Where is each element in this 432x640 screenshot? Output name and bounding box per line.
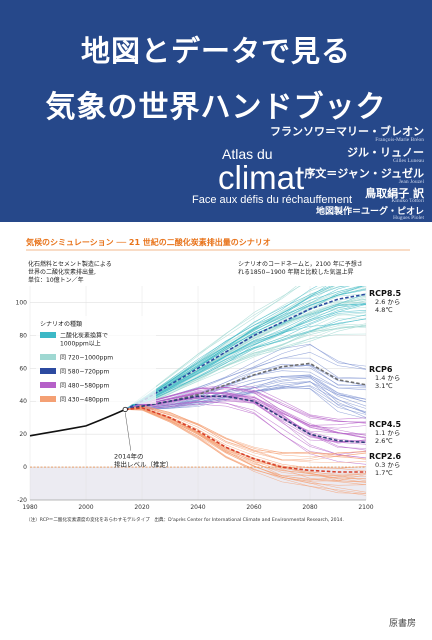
scenario-trace [125, 409, 366, 493]
historical-emissions-line [29, 408, 126, 437]
historical-line [29, 406, 128, 437]
translator-credit: 鳥取絹子 訳 [365, 187, 424, 200]
legend-label: 同 720−1000ppm [60, 355, 113, 362]
preface-credit: 序文＝ジャン・ジュゼル [304, 167, 424, 180]
y-axis-label-line: 単位：10億トン／年 [28, 276, 84, 284]
x-tick-label: 2100 [358, 504, 373, 511]
legend-swatch [40, 354, 56, 360]
scenario-trace [125, 405, 366, 458]
title-line-1: 地図とデータで見る [80, 34, 351, 68]
french-title-climat: climat [218, 159, 305, 196]
scenario-trace [125, 405, 366, 460]
legend-label: 同 430−480ppm [60, 397, 109, 404]
author-1-latin: François-Marie Bréon [375, 137, 424, 143]
x-tick-label: 1980 [22, 504, 37, 511]
rcp-label-value: 1.7℃ [375, 469, 393, 477]
author-2-latin: Gilles Luneau [392, 158, 424, 164]
legend-swatch [40, 332, 56, 338]
cartography-credit: 地図製作＝ユーグ・ピオレ [315, 207, 424, 217]
scenario-trace [125, 409, 366, 482]
right-note-line: シナリオのコードネームと，2100 年に予想さ [238, 260, 363, 268]
french-subtitle: Face aux défis du réchauffement [192, 194, 353, 206]
footnote: （注）RCP＝二酸化炭素濃度の変化をあらわすモデルタイプ 出典：D'après … [26, 516, 344, 523]
title-line-2: 気象の世界ハンドブック [45, 90, 387, 125]
annotation-leader [124, 412, 132, 451]
legend-label: 二酸化炭素換算で [60, 332, 108, 340]
french-title-atlas: Atlas du [222, 146, 273, 162]
legend-swatch [40, 396, 56, 402]
scenario-trace [125, 403, 366, 465]
rcp-label-name: RCP6 [369, 365, 393, 374]
emissions-chart: 気候のシミュレーション ── 21 世紀の二酸化炭素排出量のシナリオ 化石燃料と… [16, 237, 410, 523]
rcp-label-value: 4.8℃ [375, 306, 393, 314]
legend-label: 同 480−580ppm [60, 383, 109, 390]
scenario-trace [125, 400, 366, 455]
scenario-trace [125, 407, 366, 481]
y-tick-label: 40 [19, 398, 27, 405]
x-tick-label: 2080 [302, 504, 317, 511]
legend-label: 1000ppm以上 [60, 340, 101, 348]
y-tick-label: 60 [19, 365, 27, 372]
annotation-line: 排出レベル（推定） [114, 460, 173, 469]
scenario-spaghetti [125, 286, 366, 496]
x-tick-label: 2060 [246, 504, 261, 511]
legend-title: シナリオの種類 [40, 320, 82, 328]
rcp-label-value: 2.6℃ [375, 437, 393, 445]
rcp-label-range: 0.3 から [375, 461, 400, 469]
preface-latin: Jean Jouzel [398, 179, 424, 185]
translator-latin: Kinuko Tottori [391, 198, 424, 204]
scenario-trace [125, 401, 366, 459]
legend-swatch [40, 382, 56, 388]
cartography-latin: Hugues Piolet [392, 215, 424, 221]
rcp-line-rcp45 [125, 395, 366, 444]
y-tick-label: 100 [16, 299, 28, 306]
publisher: 原書房 [388, 619, 416, 629]
scenario-trace [125, 409, 366, 485]
rcp-label-name: RCP4.5 [369, 420, 402, 429]
scenario-trace [125, 406, 366, 463]
rcp-line-rcp26 [125, 406, 366, 473]
scenario-trace [125, 408, 366, 483]
rcp-line-rcp6 [125, 362, 366, 411]
y-tick-label: 80 [19, 332, 27, 339]
author-2-name: ジル・リュノー [347, 146, 424, 159]
y-axis-label-line: 化石燃料とセメント製造による [28, 260, 112, 268]
scenario-trace [125, 405, 366, 460]
y-axis-label-line: 世界の二酸化炭素排出量, [28, 268, 96, 276]
author-1-name: フランソワ＝マリー・ブレオン [270, 125, 424, 138]
point-2014 [122, 406, 128, 413]
y-tick-label: 20 [19, 431, 27, 438]
y-tick-label: -20 [17, 497, 27, 504]
x-tick-label: 2000 [78, 504, 93, 511]
annotation-line: 2014年の [114, 452, 144, 461]
rcp-label-range: 1.4 から [375, 374, 400, 382]
rcp-label-name: RCP2.6 [369, 452, 402, 461]
scenario-trace [125, 407, 366, 472]
rcp-label-range: 2.6 から [375, 298, 400, 306]
scenario-trace [125, 406, 366, 461]
right-note-line: れる1850−1900 年期と比較した気温上昇 [238, 268, 353, 276]
y-tick-label: 0 [23, 464, 27, 471]
scenario-trace [125, 407, 366, 483]
rcp-label-range: 1.1 から [375, 429, 400, 437]
chart-panel: 気候のシミュレーション ── 21 世紀の二酸化炭素排出量のシナリオ 化石燃料と… [0, 222, 432, 532]
legend-swatch [40, 368, 56, 374]
legend-label: 同 580−720ppm [60, 369, 109, 376]
rcp-label-value: 3.1℃ [375, 382, 393, 390]
x-tick-label: 2040 [190, 504, 205, 511]
title-band: 地図とデータで見る 気象の世界ハンドブック Atlas du climat Fa… [0, 0, 432, 222]
chart-title: 気候のシミュレーション ── 21 世紀の二酸化炭素排出量のシナリオ [26, 237, 271, 247]
rcp-label-name: RCP8.5 [369, 289, 402, 298]
x-tick-label: 2020 [134, 504, 149, 511]
